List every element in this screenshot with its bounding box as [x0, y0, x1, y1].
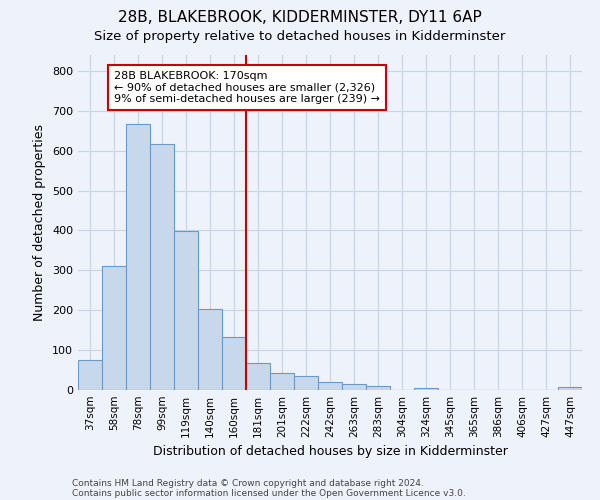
Bar [78, 360, 102, 390]
Bar [342, 384, 366, 390]
Bar [294, 376, 318, 390]
Bar [126, 124, 150, 390]
Bar [558, 387, 582, 390]
X-axis label: Distribution of detached houses by size in Kidderminster: Distribution of detached houses by size … [152, 446, 508, 458]
Text: Contains public sector information licensed under the Open Government Licence v3: Contains public sector information licen… [72, 488, 466, 498]
Bar [318, 382, 342, 390]
Y-axis label: Number of detached properties: Number of detached properties [34, 124, 46, 321]
Text: 28B BLAKEBROOK: 170sqm
← 90% of detached houses are smaller (2,326)
9% of semi-d: 28B BLAKEBROOK: 170sqm ← 90% of detached… [114, 71, 380, 104]
Bar [270, 373, 294, 390]
Text: Size of property relative to detached houses in Kidderminster: Size of property relative to detached ho… [94, 30, 506, 43]
Bar [102, 266, 126, 390]
Bar [222, 337, 246, 390]
Bar [414, 388, 438, 390]
Text: 28B, BLAKEBROOK, KIDDERMINSTER, DY11 6AP: 28B, BLAKEBROOK, KIDDERMINSTER, DY11 6AP [118, 10, 482, 25]
Bar [366, 386, 390, 390]
Bar [174, 232, 198, 390]
Bar [246, 363, 270, 390]
Text: Contains HM Land Registry data © Crown copyright and database right 2024.: Contains HM Land Registry data © Crown c… [72, 478, 424, 488]
Bar [198, 308, 222, 390]
Bar [150, 144, 174, 390]
